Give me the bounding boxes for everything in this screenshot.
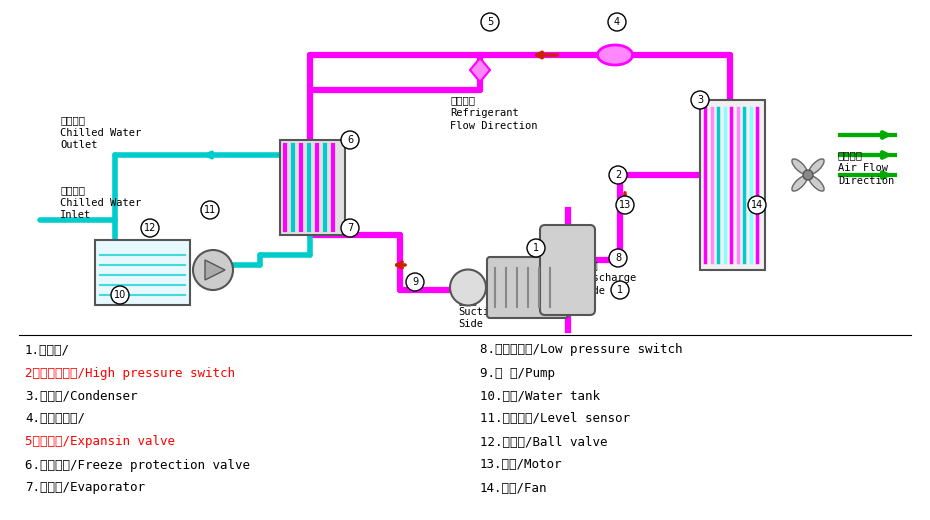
Text: 11.浮球开关/Level sensor: 11.浮球开关/Level sensor <box>480 412 630 425</box>
Circle shape <box>527 239 545 257</box>
Circle shape <box>341 131 359 149</box>
Text: 3.冷凝器/Condenser: 3.冷凝器/Condenser <box>25 389 138 402</box>
Circle shape <box>341 219 359 237</box>
Text: 10.水箱/Water tank: 10.水箱/Water tank <box>480 389 600 402</box>
Text: Flow Direction: Flow Direction <box>450 121 538 131</box>
Circle shape <box>609 166 627 184</box>
Text: 7: 7 <box>347 223 353 233</box>
Text: 5: 5 <box>487 17 493 27</box>
Ellipse shape <box>809 176 824 191</box>
Text: Side: Side <box>458 319 483 329</box>
Bar <box>700 100 765 270</box>
Text: 排气侧: 排气侧 <box>580 260 599 270</box>
Text: Direction: Direction <box>838 176 895 186</box>
Text: 4.干燥过滤器/: 4.干燥过滤器/ <box>25 412 85 425</box>
Text: 12: 12 <box>144 223 156 233</box>
Text: 2、高压控制器/High pressure switch: 2、高压控制器/High pressure switch <box>25 367 235 380</box>
Ellipse shape <box>597 45 632 65</box>
Text: Side: Side <box>580 286 605 296</box>
Circle shape <box>111 286 129 304</box>
Ellipse shape <box>792 159 807 174</box>
Text: Air Flow: Air Flow <box>838 163 888 173</box>
Text: 2: 2 <box>615 170 621 180</box>
Text: Discharge: Discharge <box>580 273 636 283</box>
Text: Outlet: Outlet <box>60 140 98 150</box>
Text: 气流方向: 气流方向 <box>838 150 863 160</box>
Bar <box>95 240 190 305</box>
Text: 9: 9 <box>412 277 418 287</box>
Text: 10: 10 <box>113 290 126 300</box>
Circle shape <box>201 201 219 219</box>
Text: 13: 13 <box>618 200 631 210</box>
Text: 6: 6 <box>347 135 353 145</box>
Circle shape <box>608 13 626 31</box>
Text: 7.蒸发器/Evaporator: 7.蒸发器/Evaporator <box>25 482 145 495</box>
Text: 14: 14 <box>751 200 764 210</box>
Polygon shape <box>205 260 225 280</box>
FancyBboxPatch shape <box>540 225 595 315</box>
Circle shape <box>481 13 499 31</box>
Bar <box>280 140 345 235</box>
Text: Suction: Suction <box>458 307 502 317</box>
Text: 12.球心阀/Ball valve: 12.球心阀/Ball valve <box>480 436 607 448</box>
Text: 3: 3 <box>697 95 703 105</box>
Text: 13.电机/Motor: 13.电机/Motor <box>480 459 563 472</box>
Text: 冷冻水回: 冷冻水回 <box>60 185 85 195</box>
Text: 6.防冻开关/Freeze protection valve: 6.防冻开关/Freeze protection valve <box>25 459 250 472</box>
Circle shape <box>406 273 424 291</box>
Text: 9.水 泵/Pump: 9.水 泵/Pump <box>480 367 555 380</box>
Circle shape <box>691 91 709 109</box>
Text: 4: 4 <box>614 17 620 27</box>
Text: 吸气侧: 吸气侧 <box>458 295 477 305</box>
Text: 8: 8 <box>615 253 621 263</box>
FancyBboxPatch shape <box>487 257 568 318</box>
Circle shape <box>616 196 634 214</box>
Polygon shape <box>470 58 490 82</box>
Ellipse shape <box>809 159 824 174</box>
Circle shape <box>748 196 766 214</box>
Circle shape <box>611 281 629 299</box>
Text: 1.压缩机/: 1.压缩机/ <box>25 344 70 357</box>
Circle shape <box>803 170 813 180</box>
Text: 冷媒流向: 冷媒流向 <box>450 95 475 105</box>
Circle shape <box>141 219 159 237</box>
Text: Chilled Water: Chilled Water <box>60 198 141 208</box>
Text: 1: 1 <box>533 243 539 253</box>
Text: Chilled Water: Chilled Water <box>60 128 141 138</box>
Text: 冷冻水出: 冷冻水出 <box>60 115 85 125</box>
Text: 14.风扇/Fan: 14.风扇/Fan <box>480 482 548 495</box>
Text: Inlet: Inlet <box>60 210 91 220</box>
Circle shape <box>193 250 233 290</box>
Text: Refrigerant: Refrigerant <box>450 108 519 118</box>
Text: 5、膨胀阀/Expansin valve: 5、膨胀阀/Expansin valve <box>25 436 175 448</box>
Circle shape <box>609 249 627 267</box>
Text: 1: 1 <box>617 285 623 295</box>
Text: 8.低压控制器/Low pressure switch: 8.低压控制器/Low pressure switch <box>480 344 683 357</box>
Ellipse shape <box>792 176 807 191</box>
Circle shape <box>450 269 486 306</box>
Text: 11: 11 <box>204 205 216 215</box>
